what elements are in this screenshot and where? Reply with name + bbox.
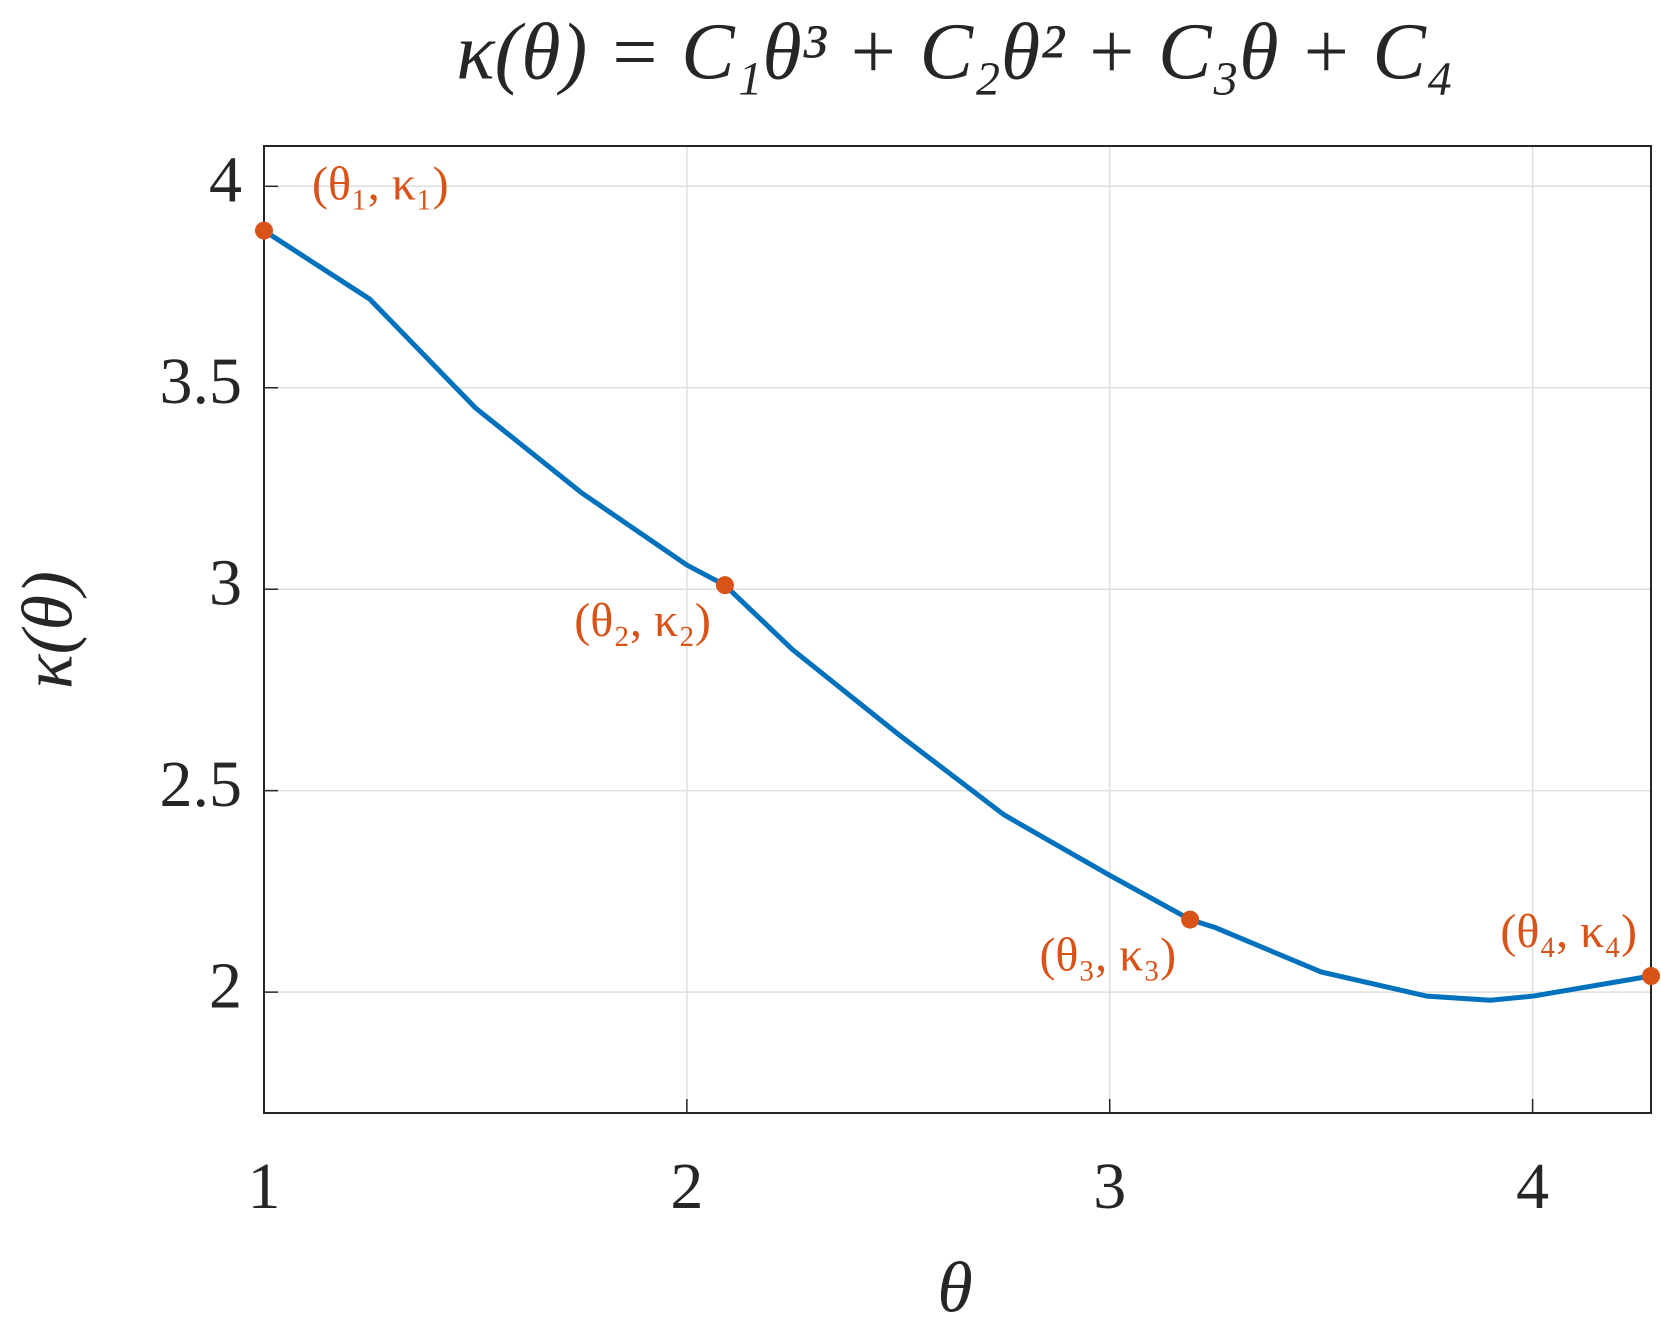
point [1181,910,1200,929]
y-tick-label: 3 [209,546,242,619]
y-axis-label: κ(θ) [8,571,88,689]
point [715,576,734,595]
point [1642,967,1660,986]
y-tick-label: 2.5 [160,748,243,821]
y-tick-label: 3.5 [160,345,243,418]
x-tick-label: 2 [670,1150,703,1223]
point [255,221,273,240]
point-label: (θ₄, κ₄) [1500,905,1637,958]
point-label: (θ₂, κ₂) [574,594,711,647]
y-tick-label: 2 [209,949,242,1022]
chart-title: κ(θ) = C₁θ³ + C₂θ² + C₃θ + C₄ [456,8,1453,96]
point-label: (θ₁, κ₁) [312,158,449,211]
plot-frame [263,145,1652,1114]
x-tick-label: 4 [1516,1150,1549,1223]
x-tick-label: 3 [1093,1150,1126,1223]
x-axis-label: θ [937,1248,972,1328]
point-label: (θ₃, κ₃) [1039,929,1176,982]
x-tick-label: 1 [248,1150,281,1223]
y-tick-label: 4 [209,143,242,216]
curve [262,228,1652,1003]
